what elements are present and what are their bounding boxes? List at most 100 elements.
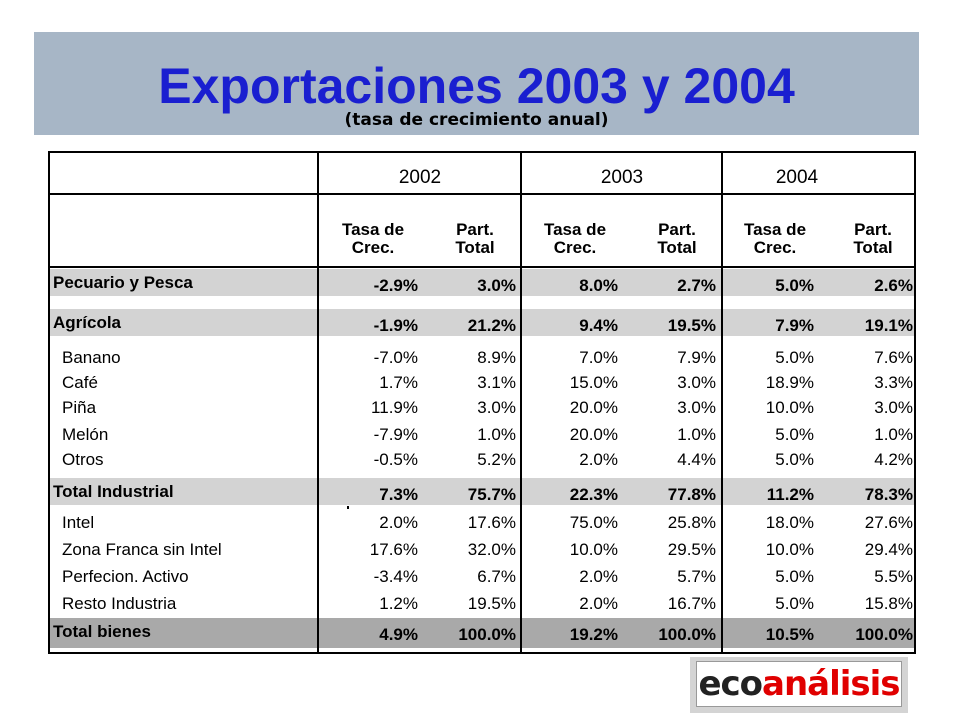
row-value: 2.0% <box>579 594 618 613</box>
header-divider <box>50 193 914 195</box>
exports-table: 2002 2003 2004 Tasa de Crec. Part. Total T… <box>48 151 916 654</box>
row-label: Zona Franca sin Intel <box>62 540 222 559</box>
ecoanalisis-logo: ecoanálisis <box>690 657 908 713</box>
row-value: 25.8% <box>667 513 716 532</box>
year-header-2002: 2002 <box>398 167 442 188</box>
row-value: 4.2% <box>874 450 913 469</box>
row-value: 10.0% <box>765 540 814 559</box>
row-value: 29.5% <box>667 540 716 559</box>
row-value: 3.1% <box>477 373 516 392</box>
row-value: 15.0% <box>569 373 618 392</box>
row-value: 5.0% <box>775 450 814 469</box>
row-value: 2.0% <box>579 567 618 586</box>
row-value: -0.5% <box>373 450 418 469</box>
title-banner: Exportaciones 2003 y 2004 (tasa de creci… <box>34 32 919 135</box>
row-value: 22.3% <box>569 485 618 504</box>
year-header-2004: 2004 <box>775 167 819 188</box>
row-value: 5.5% <box>874 567 913 586</box>
row-value: 5.0% <box>775 594 814 613</box>
row-value: 27.6% <box>864 513 913 532</box>
row-value: 19.5% <box>467 594 516 613</box>
row-label: Total Industrial <box>53 482 174 501</box>
row-value: 5.0% <box>775 276 814 295</box>
row-value: 20.0% <box>569 425 618 444</box>
row-value: -1.9% <box>373 316 418 335</box>
row-value: 100.0% <box>855 625 913 644</box>
subheader-share-2004: Part. Total <box>853 220 893 257</box>
row-value: 3.0% <box>874 398 913 417</box>
subheader-rate-2003: Tasa de Crec. <box>543 220 607 257</box>
row-band <box>50 309 914 336</box>
row-label: Intel <box>62 513 95 532</box>
row-value: 4.9% <box>379 625 418 644</box>
row-value: 18.0% <box>765 513 814 532</box>
row-value: -2.9% <box>373 276 418 295</box>
row-value: 17.6% <box>369 540 418 559</box>
row-label: Piña <box>62 398 97 417</box>
row-value: 8.9% <box>477 348 516 367</box>
row-value: 78.3% <box>864 485 913 504</box>
row-value: 21.2% <box>467 316 516 335</box>
subheader-share-2002: Part. Total <box>455 220 495 257</box>
subheader-rate-2004: Tasa de Crec. <box>743 220 807 257</box>
subheader-rate-2002: Tasa de Crec. <box>341 220 405 257</box>
row-value: 7.3% <box>379 485 418 504</box>
row-value: 100.0% <box>458 625 516 644</box>
page-title: Exportaciones 2003 y 2004 <box>158 58 795 114</box>
row-value: 7.9% <box>677 348 716 367</box>
row-value: 1.0% <box>477 425 516 444</box>
row-value: 20.0% <box>569 398 618 417</box>
row-value: 2.0% <box>379 513 418 532</box>
row-value: 1.0% <box>874 425 913 444</box>
stray-mark <box>347 506 349 509</box>
row-value: 77.8% <box>667 485 716 504</box>
row-value: 5.0% <box>775 425 814 444</box>
row-label: Agrícola <box>53 313 122 332</box>
column-divider-label <box>317 153 319 652</box>
row-value: 3.0% <box>677 398 716 417</box>
row-band <box>50 478 914 505</box>
row-value: 29.4% <box>864 540 913 559</box>
logo-box: ecoanálisis <box>696 661 902 707</box>
row-value: 17.6% <box>467 513 516 532</box>
row-value: 19.2% <box>569 625 618 644</box>
row-label: Pecuario y Pesca <box>53 273 193 292</box>
row-value: 5.0% <box>775 567 814 586</box>
column-divider-2002 <box>520 153 522 652</box>
row-value: 3.0% <box>477 398 516 417</box>
row-value: 5.0% <box>775 348 814 367</box>
row-value: 10.0% <box>569 540 618 559</box>
row-value: 3.0% <box>477 276 516 295</box>
row-value: 15.8% <box>864 594 913 613</box>
row-value: 10.0% <box>765 398 814 417</box>
row-label: Perfecion. Activo <box>62 567 189 586</box>
row-value: 5.7% <box>677 567 716 586</box>
column-divider-2003 <box>721 153 723 652</box>
logo-part-analisis: análisis <box>762 664 901 704</box>
row-value: 19.5% <box>667 316 716 335</box>
row-value: 3.0% <box>677 373 716 392</box>
row-band <box>50 269 914 296</box>
row-value: 75.7% <box>467 485 516 504</box>
row-value: 1.2% <box>379 594 418 613</box>
row-value: 7.0% <box>579 348 618 367</box>
year-header-2003: 2003 <box>600 167 644 188</box>
row-value: 10.5% <box>765 625 814 644</box>
row-value: -3.4% <box>373 567 418 586</box>
row-value: 4.4% <box>677 450 716 469</box>
row-value: 11.9% <box>371 398 418 417</box>
page-subtitle: (tasa de crecimiento anual) <box>344 110 609 130</box>
row-value: 16.7% <box>667 594 716 613</box>
row-value: 19.1% <box>864 316 913 335</box>
row-value: -7.0% <box>373 348 418 367</box>
row-value: 100.0% <box>658 625 716 644</box>
row-value: 7.9% <box>775 316 814 335</box>
row-label: Melón <box>62 425 109 444</box>
row-label: Otros <box>62 450 104 469</box>
row-value: 5.2% <box>477 450 516 469</box>
row-value: 75.0% <box>569 513 618 532</box>
row-label: Café <box>62 373 98 392</box>
logo-part-eco: eco <box>698 664 763 704</box>
row-value: 1.0% <box>677 425 716 444</box>
row-label: Total bienes <box>53 622 151 641</box>
